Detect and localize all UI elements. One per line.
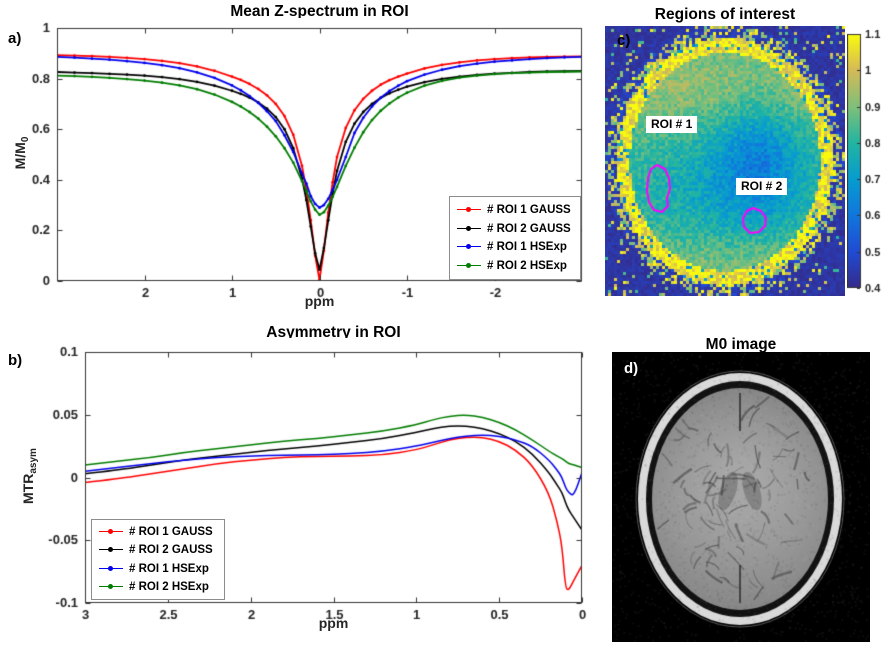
asymmetry-xlabel: ppm — [318, 615, 349, 631]
panel-label-b: b) — [8, 352, 23, 369]
zspectrum-ylabel-sub: 0 — [20, 136, 31, 143]
legend-line-marker — [99, 527, 123, 537]
legend-line-marker — [99, 545, 123, 555]
legend-label: # ROI 1 HSExp — [129, 562, 209, 575]
legend-label: # ROI 2 GAUSS — [487, 222, 571, 235]
panel-label-d: d) — [624, 360, 639, 377]
legend-line-marker — [457, 242, 481, 252]
legend-entry: # ROI 2 GAUSS — [99, 541, 217, 559]
legend-entry: # ROI 1 GAUSS — [99, 523, 217, 541]
legend-entry: # ROI 1 GAUSS — [457, 201, 573, 219]
asymmetry-title: Asymmetry in ROI — [266, 324, 401, 341]
zspectrum-title: Mean Z-spectrum in ROI — [230, 3, 409, 20]
zspectrum-xlabel: ppm — [304, 293, 335, 309]
asymmetry-ylabel-main: MTR — [20, 473, 36, 504]
asymmetry-ylabel: MTRasym — [20, 421, 39, 531]
legend-label: # ROI 2 HSExp — [129, 580, 209, 593]
legend-line-marker — [457, 261, 481, 271]
roi-map-title: Regions of interest — [654, 6, 796, 23]
legend-entry: # ROI 1 HSExp — [457, 238, 573, 256]
legend-line-marker — [457, 205, 481, 215]
legend-line-marker — [99, 564, 123, 574]
legend-entry: # ROI 2 GAUSS — [457, 220, 573, 238]
legend-entry: # ROI 2 HSExp — [457, 257, 573, 275]
roi-2-label: ROI # 2 — [736, 178, 788, 195]
legend-label: # ROI 2 GAUSS — [129, 544, 213, 557]
legend-label: # ROI 1 GAUSS — [487, 203, 571, 216]
zspectrum-legend: # ROI 1 GAUSS # ROI 2 GAUSS # ROI 1 HSExp #… — [449, 196, 581, 280]
panel-label-a: a) — [8, 30, 22, 47]
asymmetry-legend: # ROI 1 GAUSS # ROI 2 GAUSS # ROI 1 HSExp #… — [91, 519, 225, 600]
zspectrum-ylabel: M/M0 — [12, 108, 31, 198]
legend-line-marker — [457, 224, 481, 234]
panel-label-c: c) — [617, 32, 631, 49]
roi-map-image — [605, 26, 845, 296]
colorbar — [847, 28, 882, 294]
roi-1-label: ROI # 1 — [646, 116, 698, 133]
legend-entry: # ROI 1 HSExp — [99, 560, 217, 578]
m0-title: M0 image — [705, 336, 777, 353]
zspectrum-ylabel-main: M/M — [12, 142, 28, 170]
legend-label: # ROI 1 HSExp — [487, 241, 567, 254]
legend-label: # ROI 2 HSExp — [487, 260, 567, 273]
legend-label: # ROI 1 GAUSS — [129, 526, 213, 539]
legend-line-marker — [99, 582, 123, 592]
m0-brain-image — [612, 352, 870, 642]
asymmetry-ylabel-sub: asym — [28, 448, 39, 474]
legend-entry: # ROI 2 HSExp — [99, 578, 217, 596]
